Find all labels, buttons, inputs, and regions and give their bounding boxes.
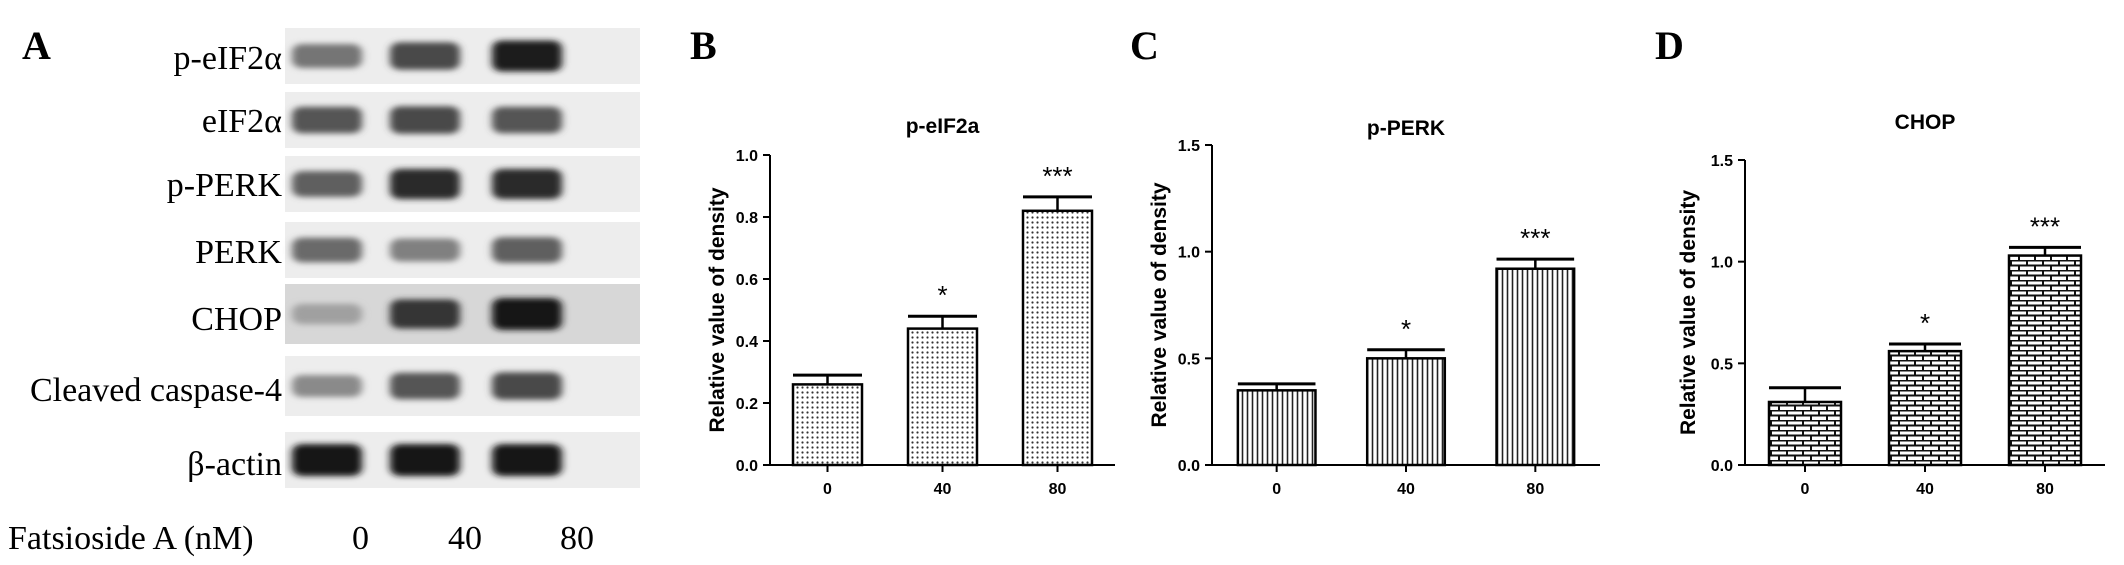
y-tick-label: 1.0 xyxy=(1178,245,1200,262)
bar xyxy=(906,327,979,467)
blot-band xyxy=(390,238,460,262)
bar xyxy=(1495,267,1576,467)
x-tick-label: 40 xyxy=(1916,481,1934,498)
y-tick-label: 1.5 xyxy=(1711,153,1733,170)
dose-label-80: 80 xyxy=(560,520,594,557)
y-axis-label: Relative value of density xyxy=(1148,182,1171,427)
blot-strip xyxy=(285,92,640,148)
blot-label-perk: PERK xyxy=(195,234,282,271)
bar xyxy=(1365,357,1447,467)
y-tick-label: 0.4 xyxy=(736,334,758,351)
chart-title: p-PERK xyxy=(1367,117,1445,140)
blot-strip xyxy=(285,432,640,488)
bar xyxy=(1767,400,1843,467)
blot-band xyxy=(292,444,362,476)
x-tick-label: 0 xyxy=(1801,481,1810,498)
blot-label-p-perk: p-PERK xyxy=(166,167,282,204)
y-tick-label: 1.0 xyxy=(736,148,758,165)
y-tick-label: 0.0 xyxy=(736,458,758,475)
significance-marker: * xyxy=(1401,314,1411,344)
y-tick-label: 0.5 xyxy=(1178,351,1200,368)
x-tick-label: 80 xyxy=(1049,481,1067,498)
y-axis-label: Relative value of density xyxy=(706,187,729,432)
blot-band xyxy=(292,374,362,398)
western-blot-image xyxy=(285,28,640,488)
blot-band xyxy=(492,444,562,476)
blot-band xyxy=(492,237,562,263)
blot-strip xyxy=(285,356,640,416)
blot-label-eif2a: eIF2α xyxy=(201,103,282,140)
blot-strip xyxy=(285,28,640,84)
significance-marker: *** xyxy=(1042,161,1072,191)
blot-strip xyxy=(285,222,640,278)
blot-band xyxy=(492,106,562,134)
chart-title: p-eIF2a xyxy=(906,115,980,138)
bar-chart-p-eif2a: p-eIF2a Relative value of density 0.0 0.2 0.… xyxy=(706,115,1115,498)
dose-label-0: 0 xyxy=(352,520,369,557)
blot-label-beta-actin: β-actin xyxy=(187,446,282,483)
blot-band xyxy=(292,237,362,263)
y-tick-label: 1.5 xyxy=(1178,138,1200,155)
bar-chart-chop: CHOP Relative value of density 0.0 0.5 1.0 1.… xyxy=(1677,111,2105,498)
significance-marker: * xyxy=(1920,308,1930,338)
y-tick-label: 0.2 xyxy=(736,396,758,413)
blot-label-cleaved-caspase-4: Cleaved caspase-4 xyxy=(29,372,282,409)
x-tick-label: 0 xyxy=(823,481,832,498)
blot-band xyxy=(390,168,460,200)
blot-band xyxy=(390,372,460,400)
significance-marker: *** xyxy=(2030,211,2060,241)
x-tick-label: 40 xyxy=(934,481,952,498)
panel-letter-b: B xyxy=(690,23,717,68)
panel-letter-a: A xyxy=(22,23,51,68)
blot-band xyxy=(390,299,460,329)
bar xyxy=(1887,349,1963,467)
y-tick-label: 0.8 xyxy=(736,210,758,227)
blot-strip xyxy=(285,156,640,212)
treatment-label: Fatsioside A (nM) xyxy=(8,520,254,557)
chart-title: CHOP xyxy=(1895,111,1956,134)
y-axis-label: Relative value of density xyxy=(1677,190,1700,435)
y-tick-label: 0.0 xyxy=(1711,458,1733,475)
blot-band xyxy=(492,168,562,200)
blot-row-labels: p-eIF2α eIF2α p-PERK PERK CHOP Cleaved c… xyxy=(0,0,282,510)
dose-label-40: 40 xyxy=(448,520,482,557)
significance-marker: *** xyxy=(1520,223,1550,253)
blot-band xyxy=(390,444,460,476)
x-tick-label: 40 xyxy=(1397,481,1415,498)
blot-band xyxy=(492,40,562,72)
panel-letter-d: D xyxy=(1655,23,1684,68)
blot-band xyxy=(390,42,460,70)
blot-label-p-eif2a: p-eIF2α xyxy=(173,40,282,77)
blot-band xyxy=(292,44,362,68)
bar-chart-p-perk: p-PERK Relative value of density 0.0 0.5 1.0… xyxy=(1148,117,1600,498)
blot-band xyxy=(492,298,562,330)
y-tick-label: 0.5 xyxy=(1711,356,1733,373)
blot-band xyxy=(492,372,562,400)
x-tick-label: 80 xyxy=(1526,481,1544,498)
blot-band xyxy=(292,106,362,134)
y-tick-label: 0.6 xyxy=(736,272,758,289)
bar xyxy=(1236,389,1317,467)
x-tick-label: 0 xyxy=(1272,481,1281,498)
y-tick-label: 0.0 xyxy=(1178,458,1200,475)
blot-label-chop: CHOP xyxy=(191,301,282,338)
significance-marker: * xyxy=(937,280,947,310)
blot-strip xyxy=(285,284,640,344)
x-tick-label: 80 xyxy=(2036,481,2054,498)
bar xyxy=(1021,209,1094,467)
bar xyxy=(2007,254,2083,467)
blot-band xyxy=(292,303,362,325)
panel-letter-c: C xyxy=(1130,23,1159,68)
blot-band xyxy=(390,106,460,134)
y-tick-label: 1.0 xyxy=(1711,255,1733,272)
bar xyxy=(791,383,864,467)
blot-band xyxy=(292,171,362,197)
